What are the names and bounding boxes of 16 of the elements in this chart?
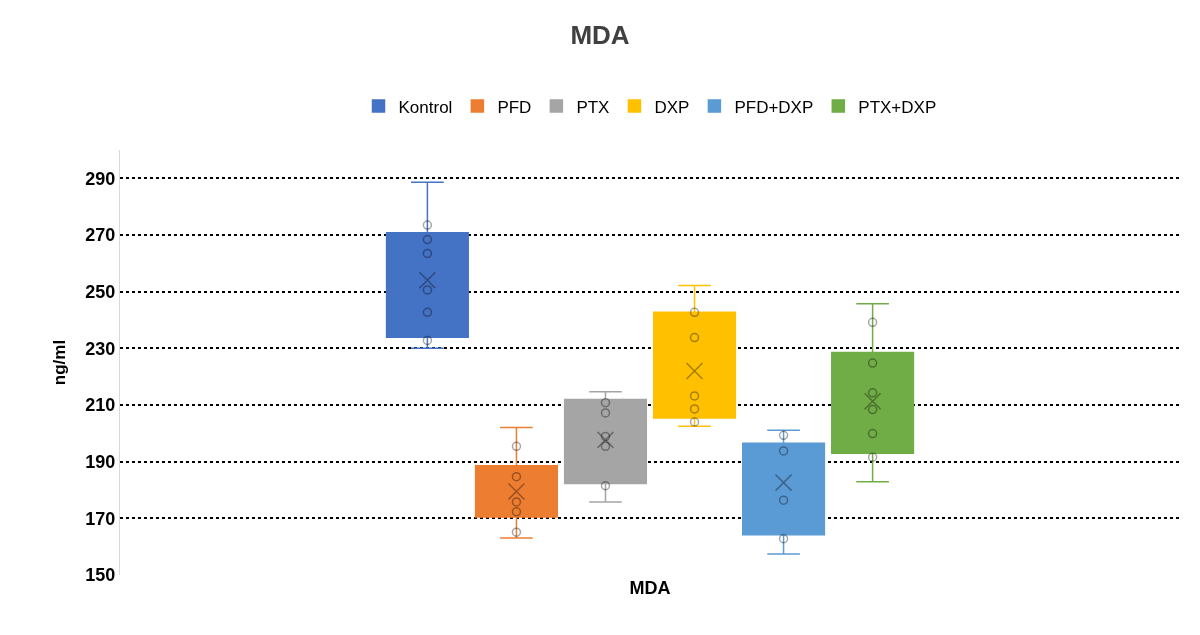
y-tick-label: 210: [85, 395, 116, 416]
legend-label: PFD: [497, 97, 532, 117]
legend-label: DXP: [654, 97, 690, 117]
y-tick-label: 250: [85, 281, 116, 302]
y-tick-label: 150: [85, 565, 116, 586]
y-axis-title: ng/ml: [49, 339, 69, 386]
legend-label: Kontrol: [398, 97, 453, 117]
legend-label: PTX: [576, 97, 610, 117]
y-tick-label: 170: [85, 508, 116, 529]
y-tick-label: 190: [85, 451, 116, 472]
y-tick-label: 230: [85, 338, 116, 359]
chart-title: MDA: [570, 19, 630, 50]
legend-label: PTX+DXP: [858, 97, 937, 117]
legend-label: PFD+DXP: [734, 97, 814, 117]
y-tick-label: 270: [85, 225, 116, 246]
y-tick-label: 290: [85, 168, 116, 189]
